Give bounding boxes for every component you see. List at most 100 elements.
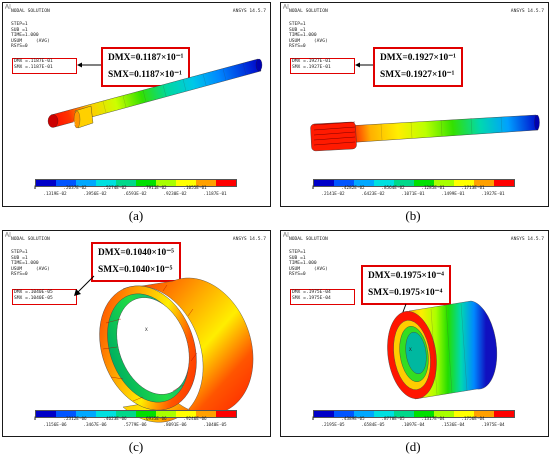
legend-swatch	[474, 411, 494, 417]
legend-tick: .9230E-02	[163, 192, 187, 197]
legend-tick: .1317E-04	[421, 417, 445, 422]
legend-tick: .6935E-06	[143, 417, 167, 422]
solution-info: STEP=1 SUB =1 TIME=1.000 USUM (AVG) RSYS…	[11, 250, 50, 278]
dmx-value: DMX =.1927E-01	[292, 59, 331, 64]
sleeve-model: X	[387, 300, 498, 400]
legend-swatch	[96, 180, 116, 186]
caption-d: (d)	[405, 439, 421, 454]
legend-tick: .1071E-01	[401, 192, 425, 197]
legend-tick: 0	[33, 186, 37, 191]
legend-swatch	[394, 180, 414, 186]
smx-value: SMX =.1187E-01	[14, 65, 53, 70]
smx-value: SMX =.1040E-05	[14, 296, 53, 301]
max-displacement-callout: DMX=0.1187×10⁻¹ SMX=0.1187×10⁻¹	[101, 47, 191, 87]
callout-dmx: DMX=0.1927×10⁻¹	[380, 53, 456, 63]
version-label: ANSYS 14.5.7	[232, 237, 266, 242]
version-label: ANSYS 14.5.7	[510, 237, 544, 242]
version-label: ANSYS 14.5.7	[510, 9, 544, 14]
legend-swatch	[334, 180, 354, 186]
legend-tick: .1927E-01	[481, 192, 505, 197]
legend-swatch	[176, 411, 196, 417]
legend-tick: .9246E-06	[183, 417, 207, 422]
solution-info: STEP=1 SUB =1 TIME=1.000 USUM (AVG) RSYS…	[289, 22, 328, 50]
shaft-model: X	[47, 58, 263, 129]
ansys-logo-icon	[283, 232, 289, 237]
legend-tick: .2312E-06	[63, 417, 87, 422]
smx-value: SMX =.1975E-04	[292, 296, 331, 301]
legend-swatch	[354, 411, 374, 417]
callout-smx: SMX=0.1975×10⁻⁴	[368, 288, 443, 298]
legend-tick: .7911E-02	[143, 186, 167, 191]
legend-swatch	[454, 411, 474, 417]
callout-dmx: DMX=0.1975×10⁻⁴	[368, 271, 444, 281]
legend-tick: 0	[311, 417, 315, 422]
gear-shaft-model	[310, 114, 540, 152]
legend-tick: .2141E-02	[321, 192, 345, 197]
panel-title: NODAL SOLUTION	[11, 237, 50, 242]
legend-swatch	[56, 411, 76, 417]
legend-swatch	[196, 180, 216, 186]
legend-swatch	[434, 180, 454, 186]
legend-tick: .4282E-02	[341, 186, 365, 191]
legend-tick: 0	[311, 186, 315, 191]
legend-swatch	[116, 180, 136, 186]
legend-swatch	[116, 411, 136, 417]
legend-tick: .1097E-04	[401, 423, 425, 428]
legend-tick: .1055E-01	[183, 186, 207, 191]
legend-swatch	[76, 180, 96, 186]
legend-swatch	[494, 411, 514, 417]
panel-title: NODAL SOLUTION	[11, 9, 50, 14]
legend-swatch	[36, 180, 56, 186]
solution-info: STEP=1 SUB =1 TIME=1.000 USUM (AVG) RSYS…	[11, 22, 50, 50]
legend-tick: .1499E-01	[441, 192, 465, 197]
callout-arrow	[77, 62, 104, 68]
legend-tick: .5274E-02	[103, 186, 127, 191]
legend-swatch	[216, 411, 236, 417]
legend-tick: 0	[33, 417, 37, 422]
legend-tick: .3956E-02	[83, 192, 107, 197]
legend-swatch	[56, 180, 76, 186]
caption-a: (a)	[128, 208, 144, 223]
legend-swatch	[394, 411, 414, 417]
max-displacement-callout: DMX=0.1975×10⁻⁴ SMX=0.1975×10⁻⁴	[361, 265, 451, 305]
dmx-smx-box	[290, 289, 355, 305]
legend-swatch	[136, 180, 156, 186]
legend-swatch	[216, 180, 236, 186]
version-label: ANSYS 14.5.7	[232, 9, 266, 14]
dmx-smx-box	[12, 289, 77, 305]
caption-b: (b)	[405, 208, 421, 223]
smx-value: SMX =.1927E-01	[292, 65, 331, 70]
panel-title: NODAL SOLUTION	[289, 237, 328, 242]
legend-tick: .8778E-05	[381, 417, 405, 422]
max-displacement-callout: DMX=0.1927×10⁻¹ SMX=0.1927×10⁻¹	[373, 47, 463, 87]
callout-smx: SMX=0.1927×10⁻¹	[380, 70, 455, 80]
legend-tick: .6593E-02	[123, 192, 147, 197]
legend-tick: .1536E-04	[441, 423, 465, 428]
legend-swatch	[176, 180, 196, 186]
legend-tick: .6584E-05	[361, 423, 385, 428]
legend-tick: .4623E-06	[103, 417, 127, 422]
ring-model: X	[99, 277, 254, 423]
legend-swatch	[334, 411, 354, 417]
legend-swatch	[454, 180, 474, 186]
legend-tick: .2195E-05	[321, 423, 345, 428]
legend-swatch	[414, 411, 434, 417]
legend-tick: .1975E-04	[481, 423, 505, 428]
legend-swatch	[36, 411, 56, 417]
legend-swatch	[374, 180, 394, 186]
color-legend-bar	[35, 179, 237, 187]
color-legend-bar	[35, 410, 237, 418]
legend-tick: .4389E-05	[341, 417, 365, 422]
axis-label: X	[145, 327, 148, 333]
max-displacement-callout: DMX=0.1040×10⁻⁵ SMX=0.1040×10⁻⁵	[91, 242, 181, 282]
legend-swatch	[196, 411, 216, 417]
legend-swatch	[474, 180, 494, 186]
dmx-value: DMX =.1187E-01	[14, 59, 53, 64]
dmx-value: DMX =.1040E-05	[14, 290, 53, 295]
callout-arrow	[74, 275, 95, 296]
callout-dmx: DMX=0.1040×10⁻⁵	[98, 248, 174, 258]
legend-tick: .2637E-02	[63, 186, 87, 191]
legend-swatch	[314, 411, 334, 417]
callout-smx: SMX=0.1040×10⁻⁵	[98, 265, 173, 275]
axis-label: X	[73, 121, 76, 126]
